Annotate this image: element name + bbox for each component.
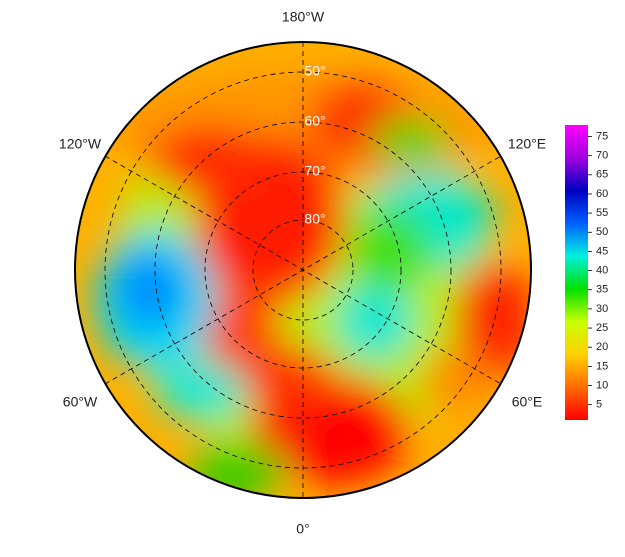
map-border <box>74 41 532 499</box>
colorbar-tick-label: 35 <box>596 284 608 296</box>
colorbar-tick-label: 65 <box>596 169 608 181</box>
colorbar-tick-label: 5 <box>596 399 602 411</box>
lon-label: 180°W <box>282 9 325 25</box>
lon-label: 60°W <box>63 394 98 410</box>
colorbar-tick-label: 20 <box>596 341 608 353</box>
colorbar-tick-label: 60 <box>596 188 608 200</box>
colorbar-tick-label: 30 <box>596 303 608 315</box>
lat-label: 70° <box>304 163 325 179</box>
colorbar-tick-label: 25 <box>596 322 608 334</box>
graticule <box>104 42 502 498</box>
colorbar-tick-label: 70 <box>596 150 608 162</box>
colorbar-tick-label: 55 <box>596 207 608 219</box>
colorbar-ramp <box>565 125 588 420</box>
lon-label: 120°E <box>508 136 546 152</box>
colorbar-tick-label: 40 <box>596 264 608 276</box>
colorbar-tick-label: 15 <box>596 360 608 372</box>
lat-label: 50° <box>304 63 325 79</box>
lon-label: 120°W <box>59 136 102 152</box>
colorbar: 5 10 15 20 25 30 35 40 45 50 55 60 65 70 75 <box>565 125 608 420</box>
lon-label: 0° <box>296 521 309 537</box>
lon-label: 60°E <box>512 394 543 410</box>
colorbar-tick-label: 10 <box>596 379 608 391</box>
colorbar-tick-label: 75 <box>596 130 608 142</box>
lat-label: 60° <box>304 113 325 129</box>
lat-label: 80° <box>304 211 325 227</box>
colorbar-tick-label: 50 <box>596 226 608 238</box>
colorbar-tick-label: 45 <box>596 245 608 257</box>
field <box>75 42 531 498</box>
